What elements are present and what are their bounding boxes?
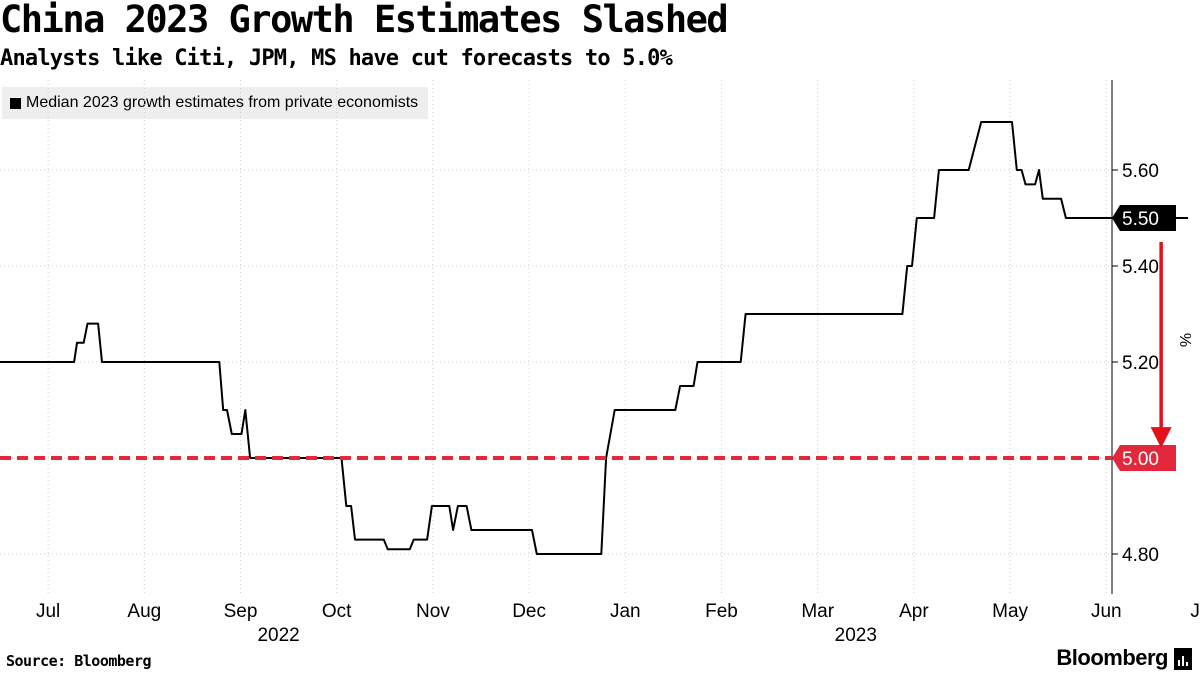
- last-value-badge: [1112, 205, 1176, 231]
- x-tick-label: Jan: [610, 601, 641, 622]
- legend-swatch: [10, 97, 21, 109]
- chart-title: China 2023 Growth Estimates Slashed: [0, 0, 729, 41]
- threshold-badge: [1112, 445, 1176, 471]
- x-tick-label: Sep: [224, 601, 258, 622]
- y-axis-unit-label: %: [1176, 333, 1193, 347]
- x-tick-label: Mar: [801, 601, 834, 622]
- x-tick-label: Aug: [127, 601, 161, 622]
- threshold-label: 5.00: [1122, 449, 1159, 470]
- series-line: [0, 121, 1189, 555]
- x-year-label: 2023: [835, 625, 877, 646]
- bloomberg-logo: Bloomberg: [1056, 645, 1168, 670]
- x-tick-label: Dec: [512, 601, 546, 622]
- source-note: Source: Bloomberg: [6, 652, 152, 670]
- x-year-label: 2022: [257, 625, 299, 646]
- legend-label: Median 2023 growth estimates from privat…: [26, 94, 419, 111]
- y-tick-label: 5.20: [1122, 353, 1159, 374]
- x-tick-label: Apr: [899, 601, 929, 622]
- x-tick-label: May: [992, 601, 1028, 622]
- chart-subtitle: Analysts like Citi, JPM, MS have cut for…: [0, 46, 673, 71]
- x-tick-label: Nov: [416, 601, 450, 622]
- y-tick-label: 5.40: [1122, 257, 1159, 278]
- x-tick-label: Feb: [705, 601, 738, 622]
- x-tick-label: Oct: [322, 601, 352, 622]
- x-tick-label: Jun: [1091, 601, 1122, 622]
- bloomberg-terminal-icon: [1174, 648, 1192, 670]
- y-tick-label: 5.60: [1122, 161, 1159, 182]
- legend: Median 2023 growth estimates from privat…: [2, 87, 429, 119]
- x-tick-label: Jul: [1190, 601, 1200, 622]
- x-tick-label: Jul: [36, 601, 60, 622]
- y-tick-label: 4.80: [1122, 545, 1159, 566]
- last-value-label: 5.50: [1122, 209, 1159, 230]
